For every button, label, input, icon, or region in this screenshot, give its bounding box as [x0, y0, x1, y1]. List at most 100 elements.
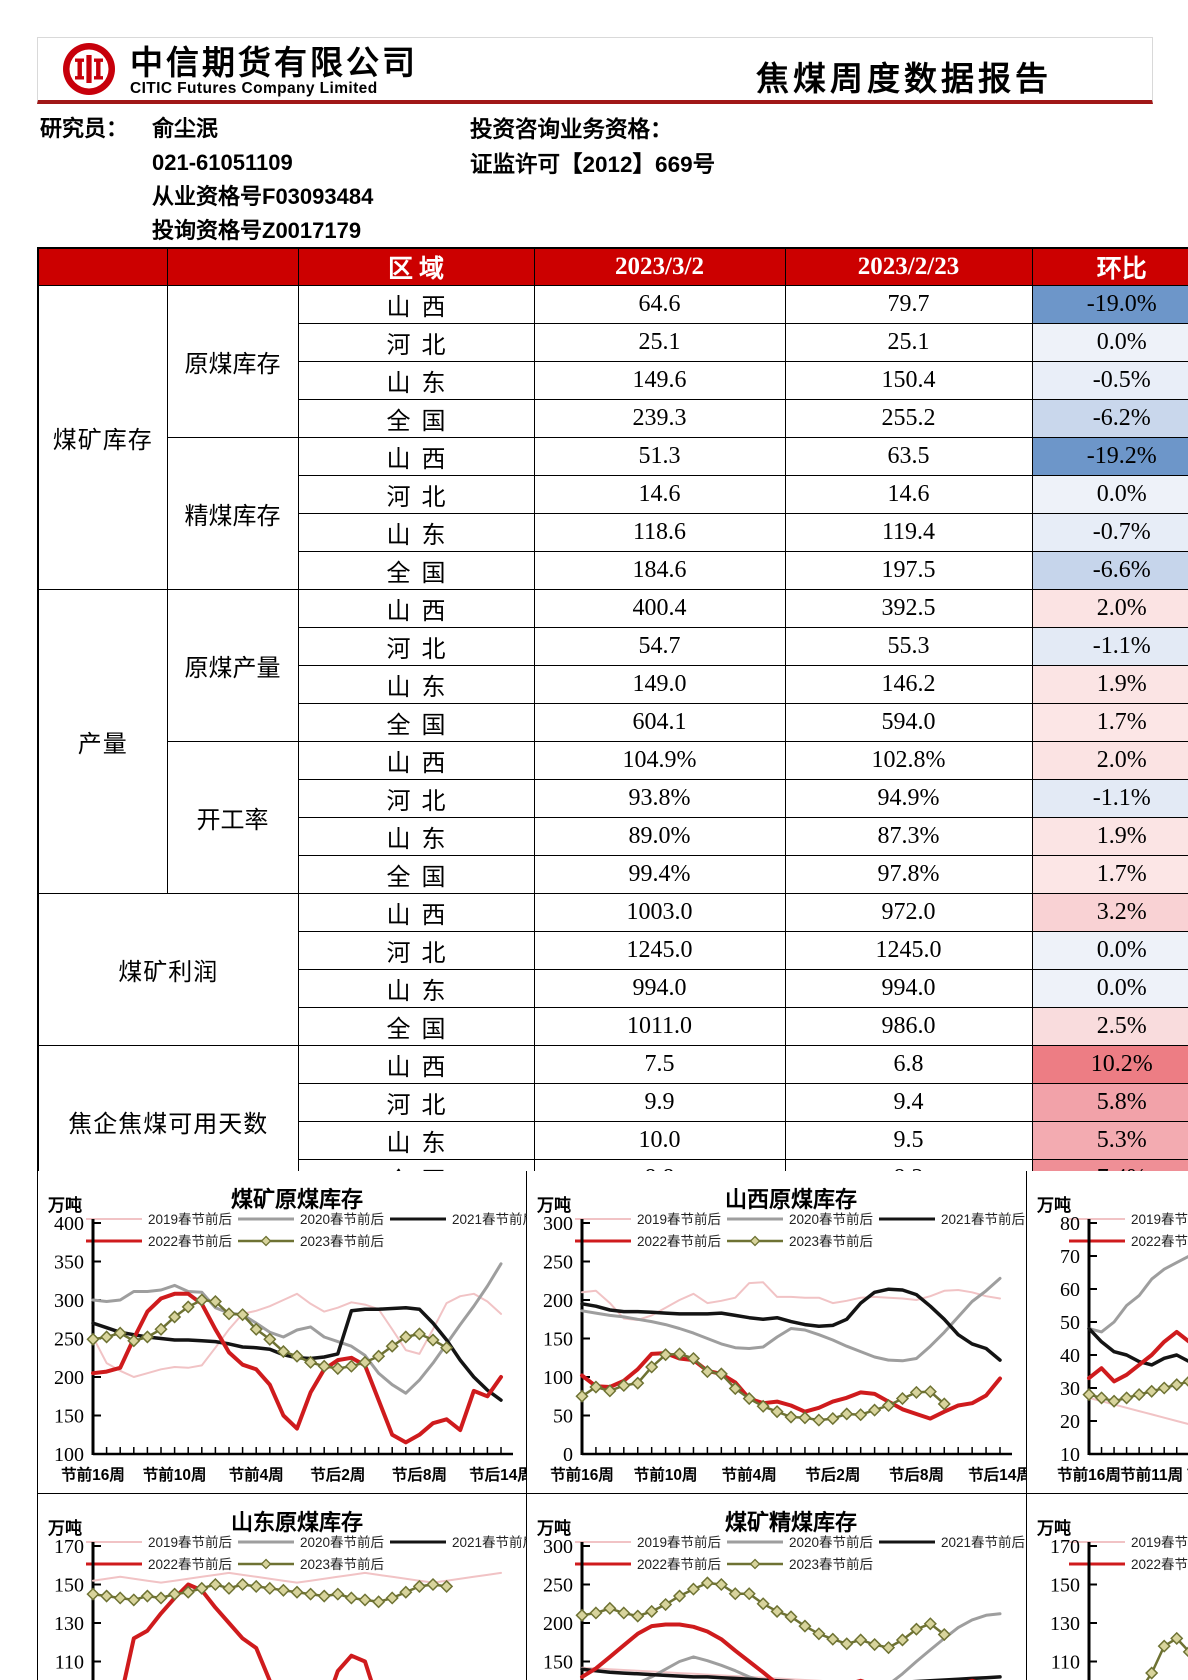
previous-value-cell: 594.0 [784, 703, 1033, 742]
series-marker-icon [127, 1334, 141, 1348]
previous-value-cell: 25.1 [784, 323, 1033, 362]
series-marker-icon [86, 1587, 100, 1601]
series-marker-icon [100, 1330, 114, 1344]
series-marker-icon [603, 1601, 617, 1615]
series-marker-icon [840, 1637, 854, 1651]
series-marker-icon [304, 1355, 318, 1369]
change-cell: 0.0% [1031, 323, 1188, 362]
series-line [1087, 1329, 1188, 1384]
legend-marker-icon [260, 1235, 272, 1247]
change-cell: 5.3% [1031, 1121, 1188, 1160]
table-row: 全国 1011.0 986.0 2.5% [38, 1007, 1188, 1046]
chart-title: 山东原煤库存 [231, 1510, 363, 1535]
series-marker-icon [222, 1307, 236, 1321]
series-marker-icon [236, 1308, 250, 1322]
series-marker-icon [154, 1322, 168, 1336]
series-marker-icon [742, 1587, 756, 1601]
series-marker-icon [812, 1627, 826, 1641]
legend-label: 2021春节前后 [941, 1534, 1025, 1550]
legend-label: 2022春节前后 [1131, 1556, 1188, 1572]
change-cell: -0.7% [1031, 513, 1188, 552]
series-marker-icon [208, 1294, 222, 1309]
y-axis-tick-label: 250 [54, 1329, 84, 1351]
company-name-en: CITIC Futures Company Limited [130, 79, 378, 97]
series-line [640, 1612, 1002, 1680]
region-cell: 山东 [297, 817, 535, 856]
subgroup-cell: 开工率 [166, 741, 299, 894]
current-value-cell: 99.4% [533, 855, 786, 894]
y-axis-tick-label: 150 [54, 1406, 84, 1428]
y-axis-tick-label: 100 [54, 1444, 84, 1466]
series-marker-icon [236, 1577, 250, 1592]
y-axis-tick-label: 250 [543, 1252, 573, 1274]
series-marker-icon [840, 1407, 854, 1421]
series-marker-icon [1170, 1378, 1184, 1392]
series-marker-icon [631, 1376, 645, 1390]
change-cell: 0.0% [1031, 969, 1188, 1008]
x-axis-tick-label: 节前16周 [1057, 1465, 1121, 1484]
series-line [92, 1292, 502, 1378]
change-cell: 0.0% [1031, 931, 1188, 970]
series-marker-icon [168, 1587, 182, 1601]
table-row: 河北 93.8% 94.9% -1.1% [38, 779, 1188, 818]
region-cell: 山西 [297, 893, 535, 932]
series-marker-icon [140, 1589, 154, 1603]
series-marker-icon [909, 1622, 923, 1636]
region-cell: 河北 [297, 779, 535, 818]
series-marker-icon [700, 1365, 714, 1379]
series-marker-icon [344, 1591, 358, 1605]
x-axis-tick-label: 节前10周 [634, 1465, 698, 1484]
qualification-label: 投资咨询业务资格： [470, 117, 673, 142]
series-marker-icon [1107, 1394, 1121, 1408]
series-marker-icon [659, 1597, 673, 1612]
chart-cell: 万吨2019春节前后2020春节前后2021春节前后2022春节前后2023春节… [1027, 1171, 1188, 1494]
y-axis-tick-label: 30 [1060, 1378, 1080, 1400]
series-marker-icon [113, 1591, 127, 1605]
series-marker-icon [372, 1595, 386, 1609]
legend-label: 2020春节前后 [300, 1534, 384, 1550]
region-cell: 山西 [297, 741, 535, 780]
series-marker-icon [868, 1637, 882, 1652]
series-marker-icon [331, 1587, 345, 1601]
table-row: 河北 9.9 9.4 5.8% [38, 1083, 1188, 1122]
researcher-label: 研究员： [40, 116, 129, 141]
current-value-cell: 10.0 [533, 1121, 786, 1160]
region-cell: 河北 [297, 323, 535, 362]
current-value-cell: 184.6 [533, 551, 786, 590]
change-cell: -19.0% [1031, 285, 1188, 324]
region-cell: 全国 [297, 703, 535, 742]
y-axis-tick-label: 100 [543, 1367, 573, 1389]
legend-marker-icon [749, 1235, 761, 1247]
change-cell: -6.2% [1031, 399, 1188, 438]
table-header-cell: 环比 [1031, 247, 1188, 286]
series-marker-icon [589, 1606, 603, 1620]
current-value-cell: 104.9% [533, 741, 786, 780]
legend-label: 2022春节前后 [637, 1233, 721, 1249]
series-marker-icon [113, 1326, 127, 1340]
series-marker-icon [426, 1577, 440, 1592]
series-line [580, 1351, 1002, 1421]
previous-value-cell: 197.5 [784, 551, 1033, 590]
series-marker-icon [412, 1327, 426, 1341]
y-axis-tick-label: 50 [1060, 1312, 1080, 1334]
legend-label: 2023春节前后 [300, 1233, 384, 1249]
legend-label: 2019春节前后 [1131, 1534, 1188, 1550]
series-line [580, 1622, 977, 1680]
table-header-cell [166, 247, 299, 286]
change-cell: 10.2% [1031, 1045, 1188, 1084]
series-marker-icon [1182, 1646, 1188, 1658]
data-table: 区域 2023/3/2 2023/2/23 环比 煤矿库存 原煤库存 山西 64.6 79.7… [37, 247, 1188, 1199]
x-axis-tick-label: 节前4周 [722, 1465, 777, 1484]
y-axis-tick-label: 400 [54, 1213, 84, 1235]
x-axis-tick-label: 节后2周 [310, 1465, 365, 1484]
series-marker-icon [603, 1384, 617, 1398]
chart-unit-label: 万吨 [1036, 1518, 1071, 1538]
series-marker-icon [127, 1593, 141, 1607]
previous-value-cell: 6.8 [784, 1045, 1033, 1084]
series-marker-icon [756, 1597, 770, 1611]
series-marker-icon [263, 1581, 277, 1595]
legend-label: 2019春节前后 [637, 1534, 721, 1550]
series-line [91, 1262, 503, 1395]
series-marker-icon [344, 1359, 358, 1373]
